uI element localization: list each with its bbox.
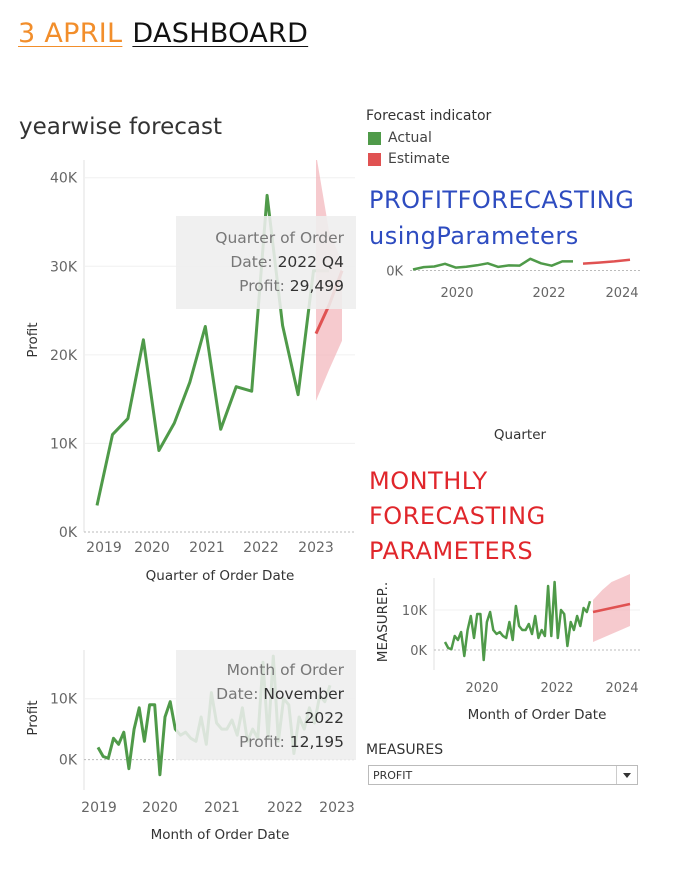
tooltip-quarter-date-value: 2022 Q4 xyxy=(277,253,344,271)
legend-estimate-label: Estimate xyxy=(388,151,450,167)
profit-forecasting-chart[interactable]: 0K 2020 2022 2024 Quarter xyxy=(360,250,650,450)
y-tick-label: 0K xyxy=(410,644,427,659)
tooltip-quarter: Quarter of Order Date: 2022 Q4 Profit: 2… xyxy=(176,216,356,309)
tooltip-quarter-title: Quarter of Order xyxy=(215,229,344,247)
y-tick-label: 0K xyxy=(59,525,78,541)
x-axis-title: Quarter xyxy=(494,427,547,443)
legend-item-estimate[interactable]: Estimate xyxy=(368,151,450,167)
y-tick-label: 40K xyxy=(50,171,78,187)
tooltip-month-date2: 2022 xyxy=(188,706,344,730)
tooltip-month-date-value: November xyxy=(263,685,344,703)
x-tick-label: 2022 xyxy=(532,286,565,301)
measures-selected: PROFIT xyxy=(373,769,413,782)
x-axis-title: Month of Order Date xyxy=(468,707,607,723)
measures-dropdown[interactable]: PROFIT xyxy=(368,765,638,785)
estimate-swatch xyxy=(368,152,381,166)
x-tick-label: 2024 xyxy=(605,286,638,301)
y-tick-label: 30K xyxy=(50,259,78,275)
x-tick-label: 2020 xyxy=(465,681,498,696)
tooltip-month-profit-label: Profit: xyxy=(239,733,285,751)
y-axis-title: Profit xyxy=(25,322,41,357)
y-axis-title: MEASUREP.. xyxy=(375,582,391,662)
x-tick-label: 2020 xyxy=(142,800,178,816)
monthly-line2: FORECASTING xyxy=(369,502,546,530)
legend-actual-label: Actual xyxy=(388,130,432,146)
series-estimate-line xyxy=(582,258,631,265)
measures-label: MEASURES xyxy=(366,742,444,758)
y-axis-title: Profit xyxy=(25,700,41,735)
x-tick-label: 2020 xyxy=(440,286,473,301)
chevron-down-icon[interactable] xyxy=(616,766,637,784)
tooltip-quarter-profit: Profit: 29,499 xyxy=(188,274,344,298)
y-tick-label: 10K xyxy=(50,436,78,452)
x-tick-label: 2023 xyxy=(298,540,334,556)
profit-forecasting-heading: PROFITFORECASTING usingParameters xyxy=(369,182,634,254)
title-date: 3 APRIL xyxy=(18,18,123,49)
tooltip-quarter-profit-label: Profit: xyxy=(239,277,285,295)
actual-swatch xyxy=(368,131,381,145)
monthly-forecasting-chart[interactable]: 0K 10K 2020 2022 2024 Month of Order Date MEAS… xyxy=(360,570,650,730)
x-tick-label: 2023 xyxy=(319,800,355,816)
x-tick-label: 2019 xyxy=(81,800,117,816)
legend-item-actual[interactable]: Actual xyxy=(368,130,432,146)
yearwise-title: yearwise forecast xyxy=(19,114,222,140)
y-tick-label: 10K xyxy=(50,692,78,708)
profit-forecasting-line2: usingParameters xyxy=(369,222,579,250)
x-axis-title: Month of Order Date xyxy=(151,827,290,843)
tooltip-month-date-label: Date: xyxy=(216,685,259,703)
tooltip-quarter-date-label: Date: xyxy=(230,253,273,271)
tooltip-month-profit-value: 12,195 xyxy=(289,733,344,751)
tooltip-quarter-date: Date: 2022 Q4 xyxy=(188,250,344,274)
y-tick-label: 20K xyxy=(50,348,78,364)
tooltip-month-date-value2: 2022 xyxy=(304,709,344,727)
x-tick-label: 2019 xyxy=(86,540,122,556)
monthly-line1: MONTHLY xyxy=(369,467,488,495)
title-dashboard: DASHBOARD xyxy=(132,18,309,49)
dashboard-title: 3 APRIL DASHBOARD xyxy=(18,18,308,49)
x-tick-label: 2024 xyxy=(605,681,638,696)
series-estimate-line xyxy=(592,602,631,614)
y-tick-label: 0K xyxy=(386,264,403,279)
monthly-line3: PARAMETERS xyxy=(369,537,534,565)
x-axis-title: Quarter of Order Date xyxy=(146,568,295,584)
x-tick-label: 2020 xyxy=(134,540,170,556)
series-actual-line xyxy=(95,193,329,506)
profit-forecasting-line1: PROFITFORECASTING xyxy=(369,186,635,214)
monthly-forecasting-heading: MONTHLY FORECASTING PARAMETERS xyxy=(369,464,546,569)
x-tick-label: 2022 xyxy=(243,540,279,556)
series-actual-line xyxy=(412,257,573,271)
tooltip-month-profit: Profit: 12,195 xyxy=(188,730,344,754)
x-tick-label: 2022 xyxy=(540,681,573,696)
x-tick-label: 2021 xyxy=(189,540,225,556)
tooltip-month-title: Month of Order xyxy=(226,661,344,679)
y-tick-label: 0K xyxy=(59,753,78,769)
tooltip-month-date: Date: November xyxy=(188,682,344,706)
y-tick-label: 10K xyxy=(402,604,428,619)
x-tick-label: 2022 xyxy=(267,800,303,816)
tooltip-quarter-profit-value: 29,499 xyxy=(289,277,344,295)
series-actual-line xyxy=(443,580,592,662)
legend-title: Forecast indicator xyxy=(366,108,492,124)
x-tick-label: 2021 xyxy=(204,800,240,816)
tooltip-month: Month of Order Date: November 2022 Profi… xyxy=(176,650,356,760)
